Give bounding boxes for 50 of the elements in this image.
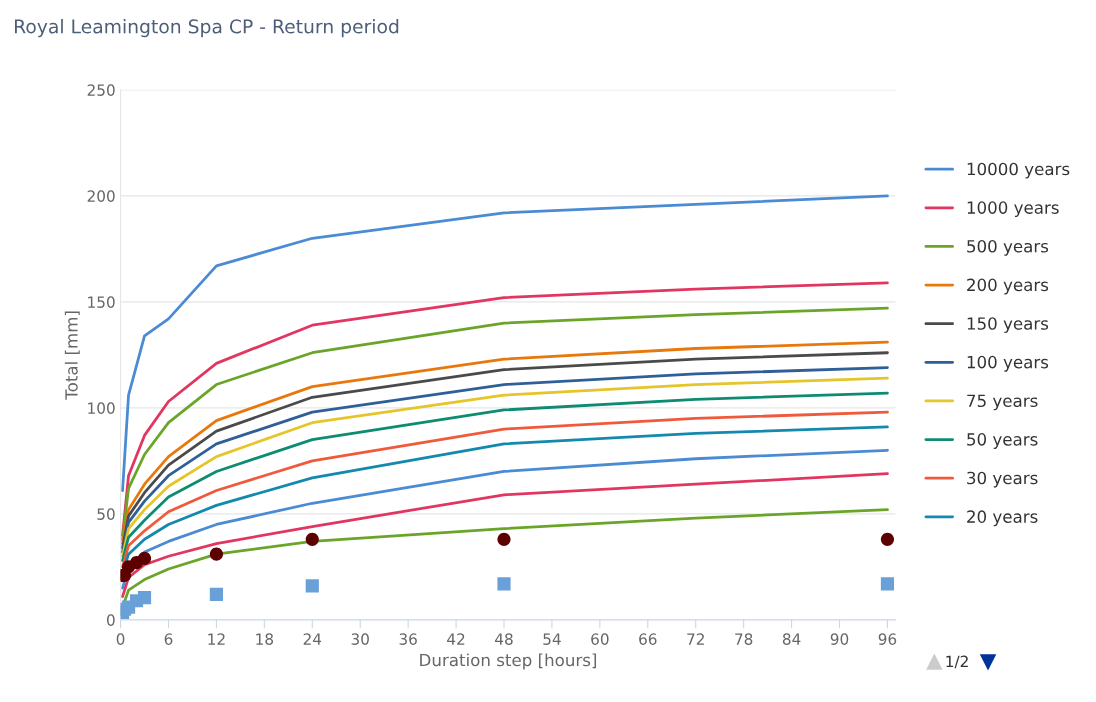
y-axis-title: Total [mm] xyxy=(64,311,80,400)
x-tick-label: 18 xyxy=(256,633,274,645)
y-tick-label: 0 xyxy=(106,614,115,626)
point xyxy=(305,579,319,593)
point xyxy=(497,532,511,546)
legend-label: 1000 years xyxy=(967,201,1059,218)
legend-label: 200 years xyxy=(967,278,1049,295)
y-tick-label: 100 xyxy=(88,402,115,414)
x-tick-label: 36 xyxy=(399,633,417,645)
x-tick-label: 60 xyxy=(591,633,609,645)
x-tick-label: 24 xyxy=(303,633,322,645)
point xyxy=(880,532,895,546)
line-series xyxy=(121,448,889,590)
legend-label: 10000 years xyxy=(967,162,1070,179)
point xyxy=(209,547,224,561)
legend-label: 30 years xyxy=(967,471,1038,488)
x-tick-label: 0 xyxy=(116,633,125,645)
x-tick-label: 72 xyxy=(687,633,704,645)
line-series xyxy=(121,472,889,598)
legend-label: 100 years xyxy=(967,355,1049,372)
legend-label: 150 years xyxy=(967,317,1049,334)
x-tick-label: 54 xyxy=(543,633,561,645)
point xyxy=(497,577,511,591)
point xyxy=(880,577,895,591)
y-tick-label: 50 xyxy=(97,508,115,520)
point xyxy=(305,532,319,546)
x-tick-label: 48 xyxy=(495,633,513,645)
y-tick-label: 200 xyxy=(87,190,115,202)
legend-label: 20 years xyxy=(967,510,1038,527)
x-tick-label: 84 xyxy=(782,633,801,645)
x-tick-label: 96 xyxy=(878,633,897,645)
x-tick-label: 12 xyxy=(208,633,225,645)
legend-label: 50 years xyxy=(967,433,1038,449)
x-tick-label: 90 xyxy=(830,633,849,645)
x-tick-label: 6 xyxy=(164,633,173,645)
point xyxy=(137,591,152,605)
x-axis-title: Duration step [hours] xyxy=(420,653,597,670)
y-tick-label: 150 xyxy=(88,296,115,308)
y-tick-label: 250 xyxy=(87,84,115,96)
x-tick-label: 42 xyxy=(447,633,465,645)
point xyxy=(209,587,224,602)
x-tick-label: 66 xyxy=(639,633,657,645)
line-series xyxy=(121,194,889,492)
text: 1/2 xyxy=(946,655,968,669)
x-tick-label: 78 xyxy=(735,633,753,645)
legend-label: 500 years xyxy=(967,239,1049,256)
x-tick-label: 30 xyxy=(351,633,369,645)
chart-title: Royal Leamington Spa CP - Return period xyxy=(14,19,399,38)
point xyxy=(137,551,152,565)
legend-label: 75 years xyxy=(967,394,1038,411)
